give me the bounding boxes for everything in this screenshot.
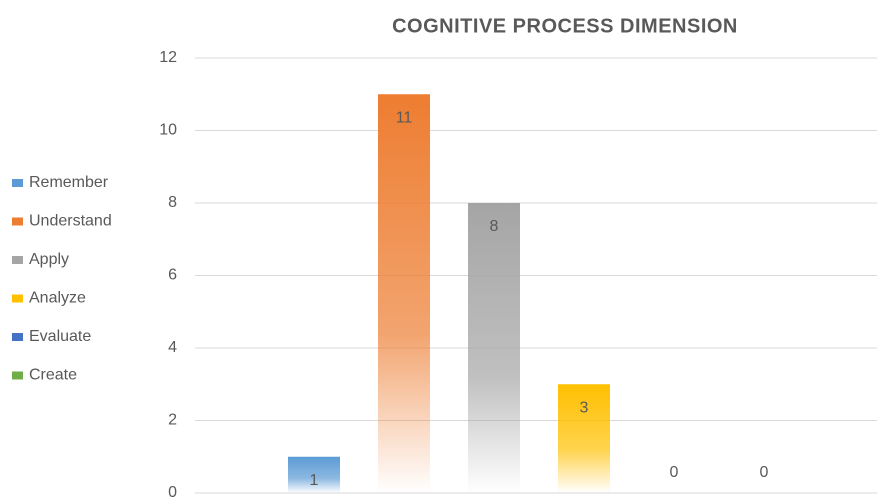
bar bbox=[468, 203, 520, 493]
legend-label: Evaluate bbox=[29, 328, 91, 345]
legend-label: Analyze bbox=[29, 290, 86, 307]
bar bbox=[378, 94, 430, 493]
legend-label: Remember bbox=[29, 174, 109, 191]
data-label: 1 bbox=[310, 472, 319, 489]
y-tick-label: 12 bbox=[159, 49, 177, 66]
legend-swatch bbox=[12, 217, 23, 226]
y-tick-label: 0 bbox=[168, 484, 177, 497]
y-tick-label: 2 bbox=[168, 412, 177, 429]
chart-title: COGNITIVE PROCESS DIMENSION bbox=[392, 15, 738, 37]
data-label: 8 bbox=[490, 218, 499, 235]
legend-swatch bbox=[12, 333, 23, 341]
legend-label: Apply bbox=[29, 251, 69, 268]
data-label: 11 bbox=[396, 109, 413, 126]
legend-swatch bbox=[12, 256, 23, 264]
y-tick-label: 6 bbox=[168, 267, 177, 284]
bar bbox=[288, 456, 340, 493]
legend-swatch bbox=[12, 294, 23, 303]
data-label: 3 bbox=[580, 399, 589, 416]
y-tick-label: 4 bbox=[168, 339, 177, 356]
legend-label: Create bbox=[29, 367, 77, 384]
legend-label: Understand bbox=[29, 213, 112, 230]
y-tick-label: 8 bbox=[168, 194, 177, 211]
legend-swatch bbox=[12, 179, 23, 187]
bar bbox=[558, 384, 610, 493]
y-tick-label: 10 bbox=[159, 122, 177, 139]
data-label: 0 bbox=[670, 464, 679, 481]
data-label: 0 bbox=[760, 464, 769, 481]
legend-swatch bbox=[12, 371, 23, 380]
